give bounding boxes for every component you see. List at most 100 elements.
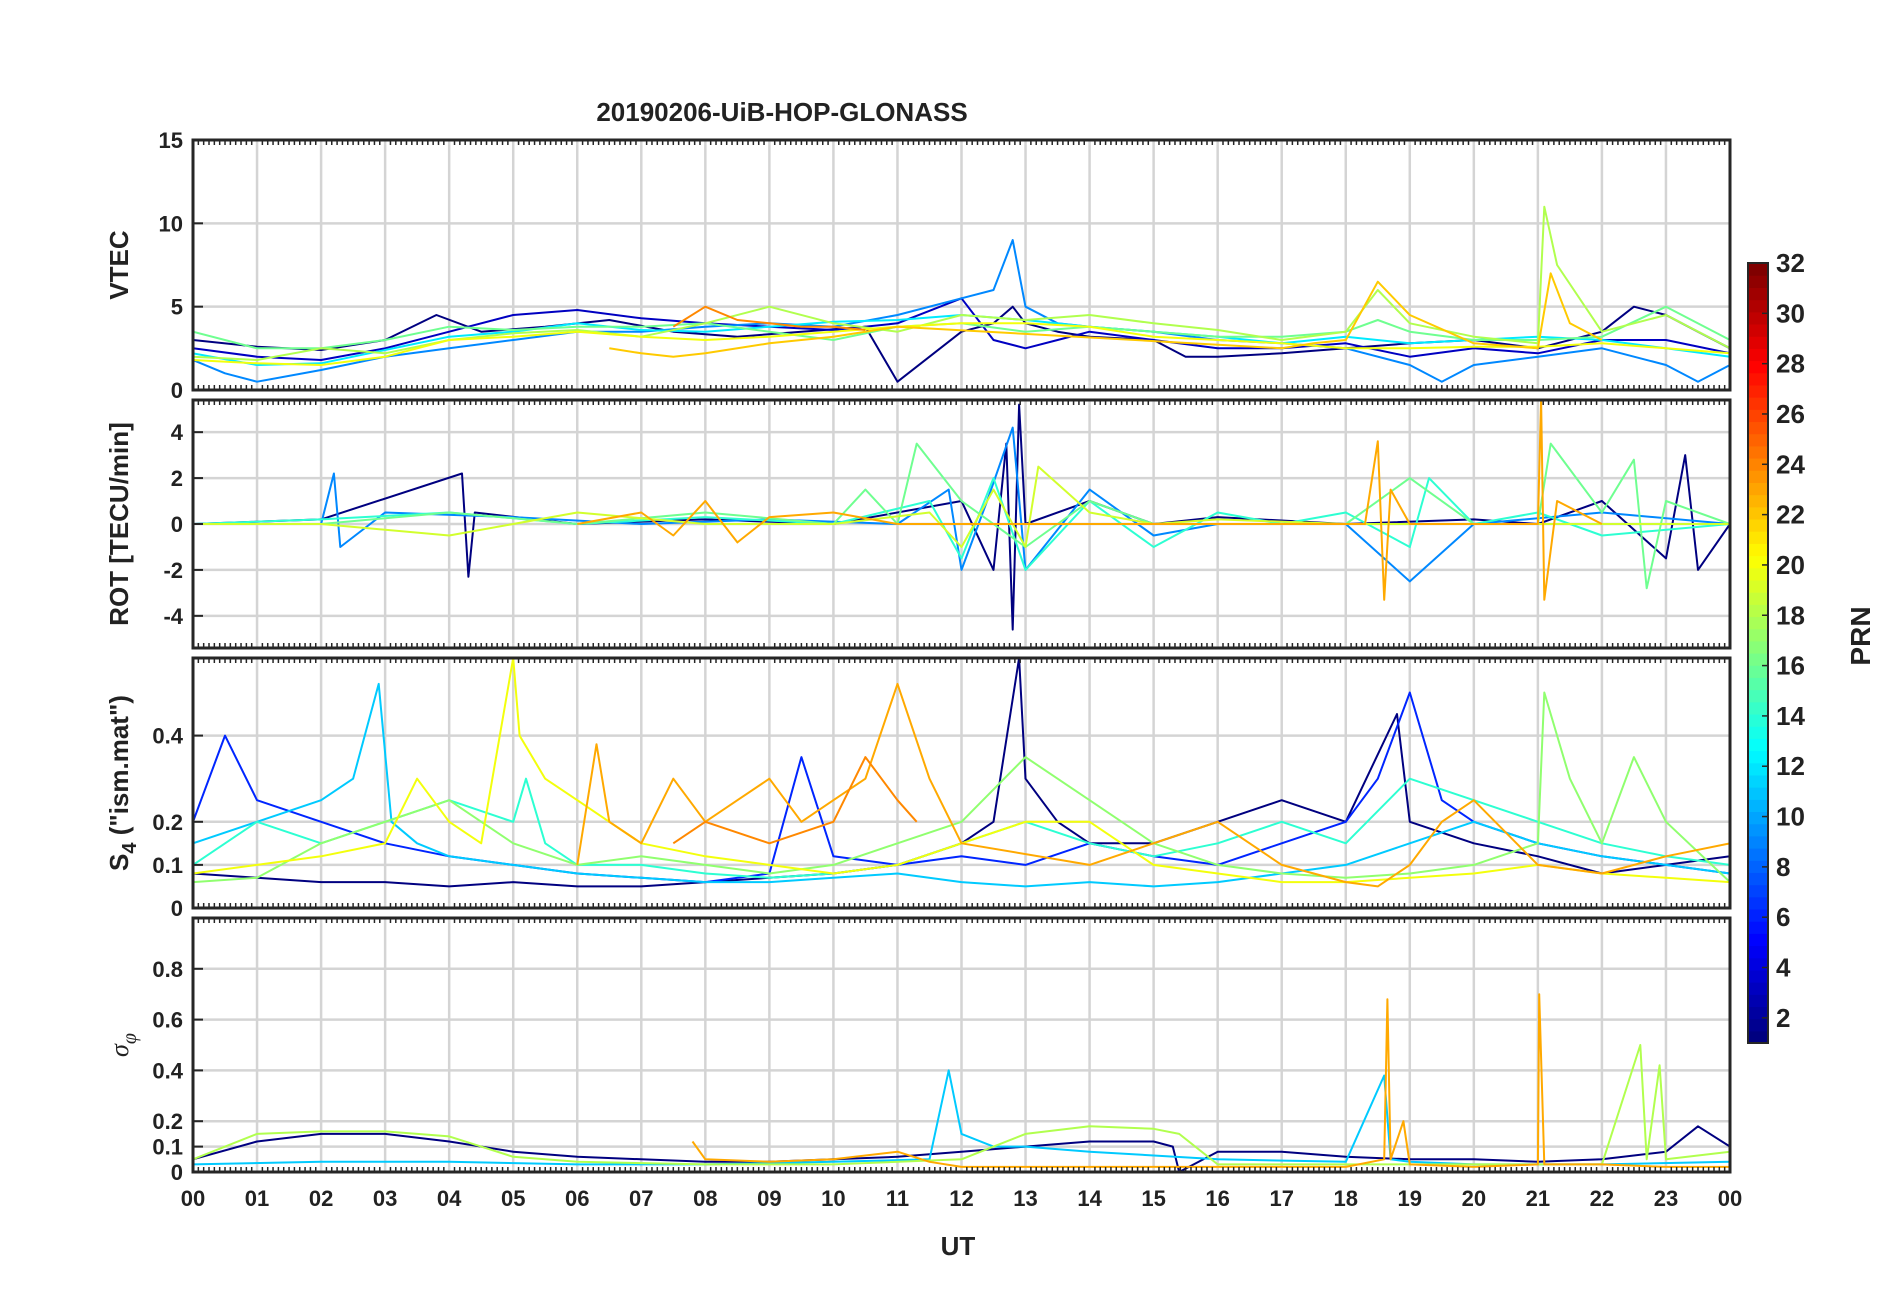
x-tick-label: 09 bbox=[757, 1186, 781, 1211]
colorbar-swatch bbox=[1748, 665, 1768, 678]
colorbar-swatch bbox=[1748, 372, 1768, 386]
x-tick-label: 05 bbox=[501, 1186, 525, 1211]
y-tick-label: 0 bbox=[171, 512, 183, 537]
colorbar-swatch bbox=[1748, 336, 1768, 349]
colorbar-swatch bbox=[1748, 860, 1768, 873]
colorbar-swatch bbox=[1748, 518, 1768, 532]
series-line-prn-11 bbox=[193, 682, 1730, 888]
y-tick-label: 15 bbox=[159, 128, 183, 153]
colorbar-swatch bbox=[1748, 994, 1768, 1008]
colorbar-swatch bbox=[1748, 945, 1768, 959]
colorbar-swatch bbox=[1748, 957, 1768, 971]
series-line-prn-23 bbox=[691, 993, 1730, 1168]
colorbar-swatch bbox=[1748, 969, 1768, 983]
colorbar-swatch bbox=[1748, 445, 1768, 459]
colorbar-swatch bbox=[1748, 482, 1768, 496]
series-line-prn-1 bbox=[193, 403, 1730, 631]
colorbar-swatch bbox=[1748, 811, 1768, 825]
colorbar-tick-label: 18 bbox=[1776, 600, 1805, 630]
y-tick-label: 0 bbox=[171, 896, 183, 921]
y-tick-label: 0.8 bbox=[152, 957, 183, 982]
colorbar-tick-label: 6 bbox=[1776, 902, 1790, 932]
colorbar-tick-label: 2 bbox=[1776, 1003, 1790, 1033]
colorbar-swatch bbox=[1748, 397, 1768, 410]
x-tick-label: 23 bbox=[1654, 1186, 1678, 1211]
colorbar-swatch bbox=[1748, 640, 1768, 654]
series-line-prn-24 bbox=[672, 305, 866, 331]
colorbar-tick-label: 4 bbox=[1776, 953, 1791, 983]
x-tick-label: 17 bbox=[1269, 1186, 1293, 1211]
colorbar-swatch bbox=[1748, 494, 1768, 508]
colorbar-swatch bbox=[1748, 543, 1768, 557]
colorbar-swatch bbox=[1748, 409, 1768, 423]
panel-frame bbox=[191, 656, 1732, 910]
colorbar-swatch bbox=[1748, 835, 1768, 849]
colorbar-swatch bbox=[1748, 360, 1768, 374]
x-tick-label: 22 bbox=[1590, 1186, 1614, 1211]
colorbar-frame bbox=[1747, 262, 1769, 1044]
panel-4: 00.10.2 0.4 0.6 0.8 σφ bbox=[105, 916, 1732, 1185]
colorbar-swatch bbox=[1748, 287, 1768, 301]
y-tick-label: 2 bbox=[171, 466, 183, 491]
x-axis-label: UT bbox=[941, 1231, 976, 1261]
colorbar-swatch bbox=[1748, 421, 1768, 435]
colorbar-swatch bbox=[1748, 311, 1768, 325]
colorbar-swatch bbox=[1748, 823, 1768, 837]
panel-1: 0 5 10 15 VTEC bbox=[104, 128, 1732, 403]
series-line-prn-18 bbox=[193, 1044, 1730, 1166]
y-axis-label: ROT [TECU/min] bbox=[104, 422, 134, 626]
y-tick-label: -2 bbox=[163, 558, 183, 583]
series-line-prn-9 bbox=[193, 426, 1730, 583]
y-tick-label: 0.6 bbox=[152, 1008, 183, 1033]
x-tick-label: 20 bbox=[1462, 1186, 1486, 1211]
colorbar-swatch bbox=[1748, 908, 1768, 922]
colorbar-swatch bbox=[1748, 604, 1768, 618]
colorbar-swatch bbox=[1748, 677, 1768, 691]
colorbar-swatch bbox=[1748, 848, 1768, 861]
y-tick-label: 0.2 bbox=[152, 1109, 183, 1134]
panel-series bbox=[193, 400, 1730, 631]
colorbar-swatch bbox=[1748, 567, 1768, 581]
x-tick-label: 00 bbox=[1718, 1186, 1742, 1211]
colorbar-swatch bbox=[1748, 653, 1768, 666]
x-tick-label: 02 bbox=[309, 1186, 333, 1211]
panel-frame bbox=[191, 138, 1732, 392]
colorbar-swatch bbox=[1748, 531, 1768, 544]
colorbar-swatch bbox=[1748, 982, 1768, 995]
x-tick-label: 21 bbox=[1526, 1186, 1550, 1211]
series-line-prn-20 bbox=[193, 658, 1730, 884]
colorbar-swatch bbox=[1748, 470, 1768, 483]
x-tick-label: 19 bbox=[1398, 1186, 1422, 1211]
series-line-prn-18 bbox=[193, 205, 1730, 361]
x-tick-label: 06 bbox=[565, 1186, 589, 1211]
x-tick-label: 04 bbox=[437, 1186, 462, 1211]
colorbar-swatch bbox=[1748, 458, 1768, 471]
series-line-prn-20 bbox=[193, 322, 1730, 366]
series-line-prn-6 bbox=[193, 691, 1730, 884]
colorbar-swatch bbox=[1748, 384, 1768, 398]
x-tick-label: 01 bbox=[245, 1186, 269, 1211]
colorbar-swatch bbox=[1748, 616, 1768, 630]
y-tick-label: 0.4 bbox=[152, 1058, 183, 1083]
x-tick-label: 10 bbox=[821, 1186, 845, 1211]
y-axis-label: S4 ("ism.mat") bbox=[104, 695, 141, 871]
colorbar-swatch bbox=[1748, 555, 1768, 569]
colorbar-tick-label: 20 bbox=[1776, 550, 1805, 580]
colorbar-swatch bbox=[1748, 896, 1768, 910]
colorbar-tick-label: 12 bbox=[1776, 751, 1805, 781]
colorbar-swatch bbox=[1748, 701, 1768, 715]
series-line-prn-1 bbox=[193, 658, 1730, 888]
panel-series bbox=[193, 993, 1730, 1172]
series-line-prn-24 bbox=[672, 756, 918, 845]
y-tick-label: 0.2 bbox=[152, 810, 183, 835]
colorbar-tick-label: 32 bbox=[1776, 248, 1805, 278]
colorbar-tick-label: 16 bbox=[1776, 651, 1805, 681]
y-tick-label: 5 bbox=[171, 295, 183, 320]
colorbar-swatch bbox=[1748, 762, 1768, 776]
colorbar-swatch bbox=[1748, 348, 1768, 362]
colorbar-swatch bbox=[1748, 433, 1768, 447]
colorbar-swatch bbox=[1748, 774, 1768, 788]
colorbar-swatch bbox=[1748, 1030, 1768, 1044]
colorbar-swatch bbox=[1748, 884, 1768, 898]
